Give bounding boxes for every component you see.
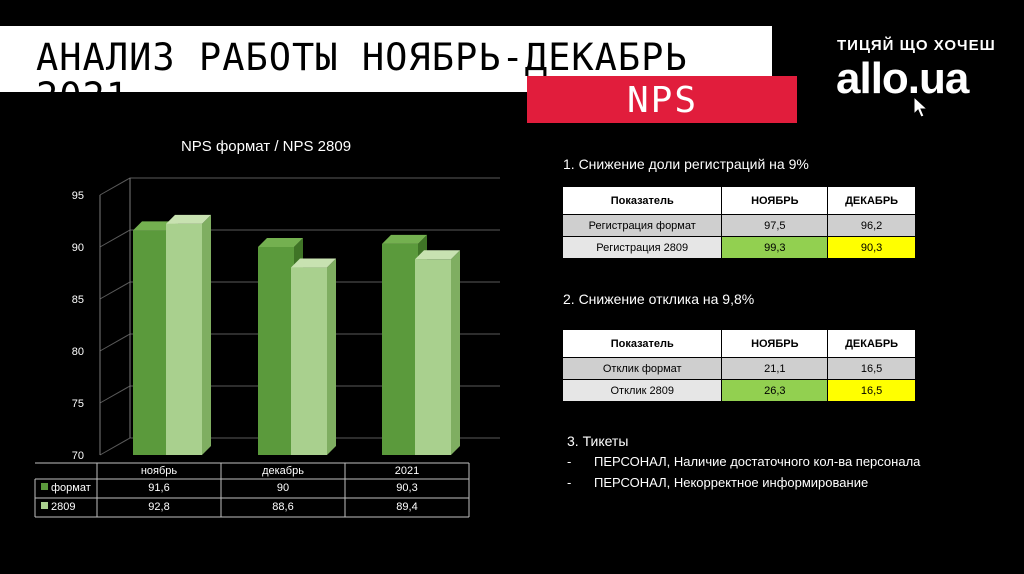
nps-badge: NPS	[527, 76, 797, 123]
data-label: 91,6	[148, 482, 169, 494]
table-cell: Отклик формат	[561, 357, 723, 380]
nps-badge-label: NPS	[627, 80, 699, 121]
data-label: 90,3	[396, 482, 417, 494]
legend-swatch	[41, 502, 48, 509]
title-band: АНАЛИЗ РАБОТЫ НОЯБРЬ-ДЕКАБРЬ 2021	[0, 26, 772, 116]
table-cell: Регистрация формат	[561, 214, 723, 237]
table-row: Отклик 2809 26,3 16,5	[561, 379, 916, 402]
table-cell: 99,3	[721, 236, 829, 259]
table-header-cell: Показатель	[561, 329, 723, 358]
bar-top	[415, 250, 460, 260]
table-row: Отклик формат 21,1 16,5	[561, 357, 916, 380]
bar	[133, 230, 169, 455]
bar	[258, 247, 294, 455]
section1-heading: 1. Снижение доли регистраций на 9%	[563, 156, 809, 172]
brand-logo: allo.ua	[836, 54, 969, 103]
table-header-row: Показатель НОЯБРЬ ДЕКАБРЬ	[561, 186, 916, 215]
bar-side	[327, 258, 336, 455]
table-header-cell: НОЯБРЬ	[721, 186, 829, 215]
y-tick-label: 80	[72, 346, 84, 358]
table-header-row: Показатель НОЯБРЬ ДЕКАБРЬ	[561, 329, 916, 358]
y-tick-label: 85	[72, 294, 84, 306]
tickets-heading: 3. Тикеты	[567, 433, 629, 449]
list-bullet: -	[567, 454, 572, 469]
table-cell: 21,1	[721, 357, 829, 380]
nps-chart: NPS формат / NPS 2809 70 75 80 85 90 95 ноябр…	[34, 138, 500, 518]
x-tick-label: ноябрь	[141, 465, 178, 477]
table-header-cell: ДЕКАБРЬ	[827, 186, 916, 215]
x-tick-label: декабрь	[262, 465, 304, 477]
cursor-icon	[913, 96, 929, 118]
bar	[415, 259, 451, 455]
x-tick-label: 2021	[395, 465, 419, 477]
list-bullet: -	[567, 475, 572, 490]
table-cell: 97,5	[721, 214, 829, 237]
data-label: 88,6	[272, 501, 293, 513]
table-header-cell: НОЯБРЬ	[721, 329, 829, 358]
y-tick-label: 90	[72, 242, 84, 254]
legend-label: формат	[51, 482, 91, 494]
chart-title: NPS формат / NPS 2809	[181, 138, 351, 155]
y-tick-label: 75	[72, 398, 84, 410]
data-label: 92,8	[148, 501, 169, 513]
table-cell: Отклик 2809	[561, 379, 723, 402]
bar-top	[382, 234, 427, 244]
list-item: - ПЕРСОНАЛ, Наличие достаточного кол-ва …	[567, 453, 927, 470]
table-row: Регистрация 2809 99,3 90,3	[561, 236, 916, 259]
table-cell: 16,5	[827, 357, 916, 380]
grid-line	[99, 177, 500, 196]
table-cell: 90,3	[827, 236, 916, 259]
table-cell: 96,2	[827, 214, 916, 237]
bar-top	[258, 238, 303, 247]
bar	[166, 223, 202, 455]
data-label: 90	[277, 482, 289, 494]
bar-top	[291, 258, 336, 268]
page-title: АНАЛИЗ РАБОТЫ НОЯБРЬ-ДЕКАБРЬ 2021	[36, 36, 688, 118]
bar	[382, 243, 418, 455]
table-header-cell: ДЕКАБРЬ	[827, 329, 916, 358]
data-label: 89,4	[396, 501, 417, 513]
table-cell: 16,5	[827, 379, 916, 402]
registration-table: Показатель НОЯБРЬ ДЕКАБРЬ Регистрация фо…	[561, 186, 916, 259]
bar-side	[451, 250, 460, 455]
brand-slogan: ТИЦЯЙ ЩО ХОЧЕШ	[837, 37, 996, 54]
list-item-text: ПЕРСОНАЛ, Наличие достаточного кол-ва пе…	[594, 454, 921, 469]
bar-top	[166, 214, 211, 224]
table-row: Регистрация формат 97,5 96,2	[561, 214, 916, 237]
bar	[291, 267, 327, 455]
tickets-section: 3. Тикеты - ПЕРСОНАЛ, Наличие достаточно…	[567, 433, 927, 491]
table-header-cell: Показатель	[561, 186, 723, 215]
table-cell: 26,3	[721, 379, 829, 402]
y-tick-label: 95	[72, 190, 84, 202]
bar-side	[202, 214, 211, 455]
legend-label: 2809	[51, 501, 75, 513]
legend-swatch	[41, 483, 48, 490]
y-tick-label: 70	[72, 450, 84, 462]
section2-heading: 2. Снижение отклика на 9,8%	[563, 291, 755, 307]
response-table: Показатель НОЯБРЬ ДЕКАБРЬ Отклик формат …	[561, 329, 916, 402]
list-item-text: ПЕРСОНАЛ, Некорректное информирование	[594, 475, 869, 490]
list-item: - ПЕРСОНАЛ, Некорректное информирование	[567, 474, 927, 491]
table-cell: Регистрация 2809	[561, 236, 723, 259]
